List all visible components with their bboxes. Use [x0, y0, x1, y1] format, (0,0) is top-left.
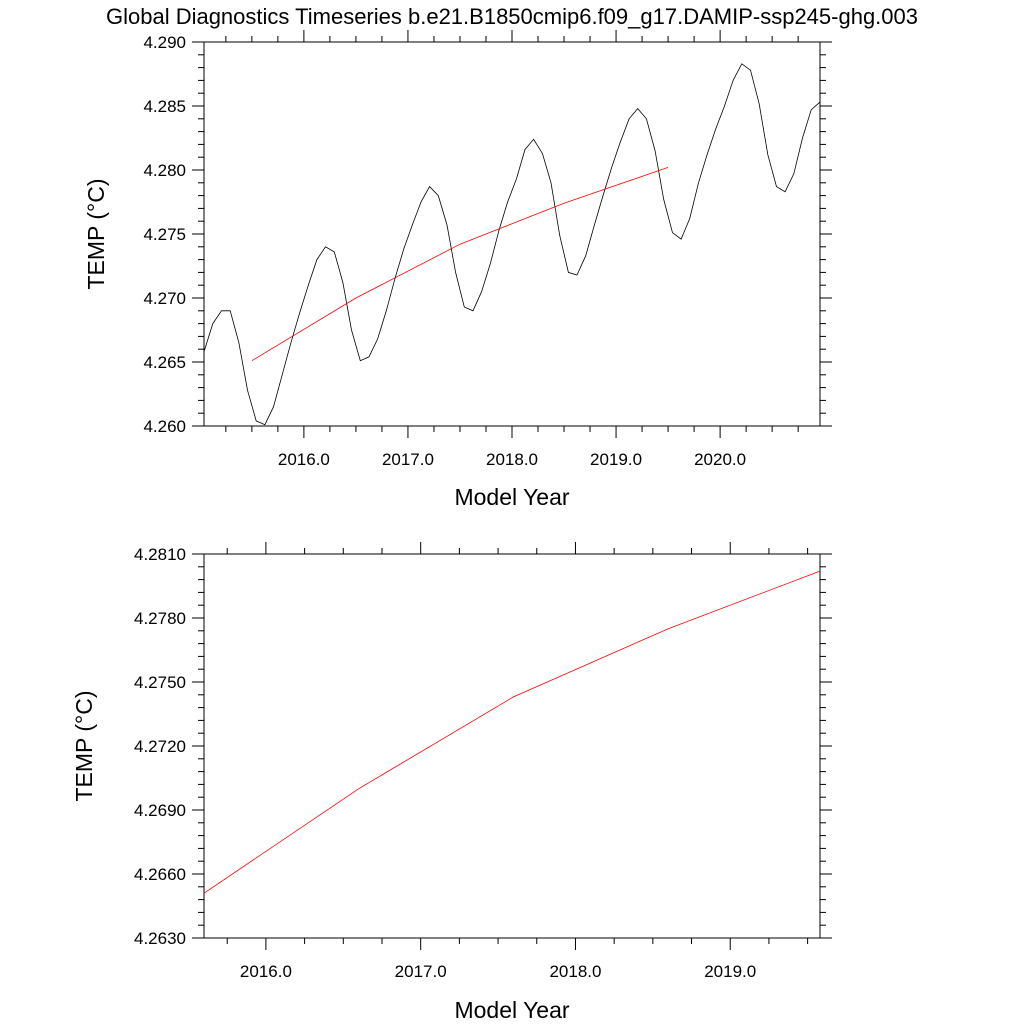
bottom-panel-x-tick-label: 2017.0: [395, 962, 447, 981]
bottom-panel-x-tick-label: 2019.0: [704, 962, 756, 981]
top-panel-plot-frame: [203, 41, 821, 427]
top-panel-x-tick-label: 2019.0: [590, 450, 642, 469]
top-panel-y-axis-label: TEMP (°C): [83, 179, 109, 290]
bottom-panel-y-tick-label: 4.2780: [134, 609, 186, 628]
bottom-panel-y-tick-label: 4.2750: [134, 673, 186, 692]
bottom-panel-plot-frame: [203, 553, 821, 939]
top-panel-y-tick-label: 4.270: [143, 289, 186, 308]
bottom-panel-y-tick-label: 4.2690: [134, 801, 186, 820]
bottom-panel-x-tick-label: 2018.0: [549, 962, 601, 981]
bottom-panel-x-tick-label: 2016.0: [240, 962, 292, 981]
top-panel-y-tick-label: 4.275: [143, 225, 186, 244]
bottom-panel-y-tick-label: 4.2720: [134, 737, 186, 756]
bottom-panel-x-axis-label: Model Year: [454, 997, 569, 1023]
bottom-panel-y-tick-label: 4.2660: [134, 865, 186, 884]
top-panel-x-axis-label: Model Year: [454, 484, 569, 510]
top-panel-x-tick-label: 2020.0: [694, 450, 746, 469]
bottom-panel-y-tick-label: 4.2630: [134, 929, 186, 948]
bottom-panel-series-0-line: [203, 570, 821, 894]
bottom-panel-y-tick-label: 4.2810: [134, 545, 186, 564]
top-panel-x-tick-label: 2018.0: [486, 450, 538, 469]
top-panel-series-0-line: [203, 63, 821, 426]
bottom-panel-y-axis-label: TEMP (°C): [71, 691, 97, 802]
bottom-panel: Model Year TEMP (°C) 4.2630 4.2660 4.2690 4…: [71, 542, 832, 1023]
top-panel-y-tick-label: 4.290: [143, 33, 186, 52]
top-panel-y-tick-label: 4.285: [143, 97, 186, 116]
top-panel-x-tick-label: 2016.0: [278, 450, 330, 469]
top-panel-y-tick-label: 4.265: [143, 353, 186, 372]
top-panel-y-tick-label: 4.280: [143, 161, 186, 180]
top-panel-series-1-line: [251, 167, 669, 362]
top-panel: Model Year TEMP (°C) 4.260 4.265 4.270 4.27…: [83, 30, 832, 510]
figure-title: Global Diagnostics Timeseries b.e21.B185…: [106, 4, 918, 29]
top-panel-x-tick-label: 2017.0: [382, 450, 434, 469]
top-panel-y-tick-label: 4.260: [143, 417, 186, 436]
